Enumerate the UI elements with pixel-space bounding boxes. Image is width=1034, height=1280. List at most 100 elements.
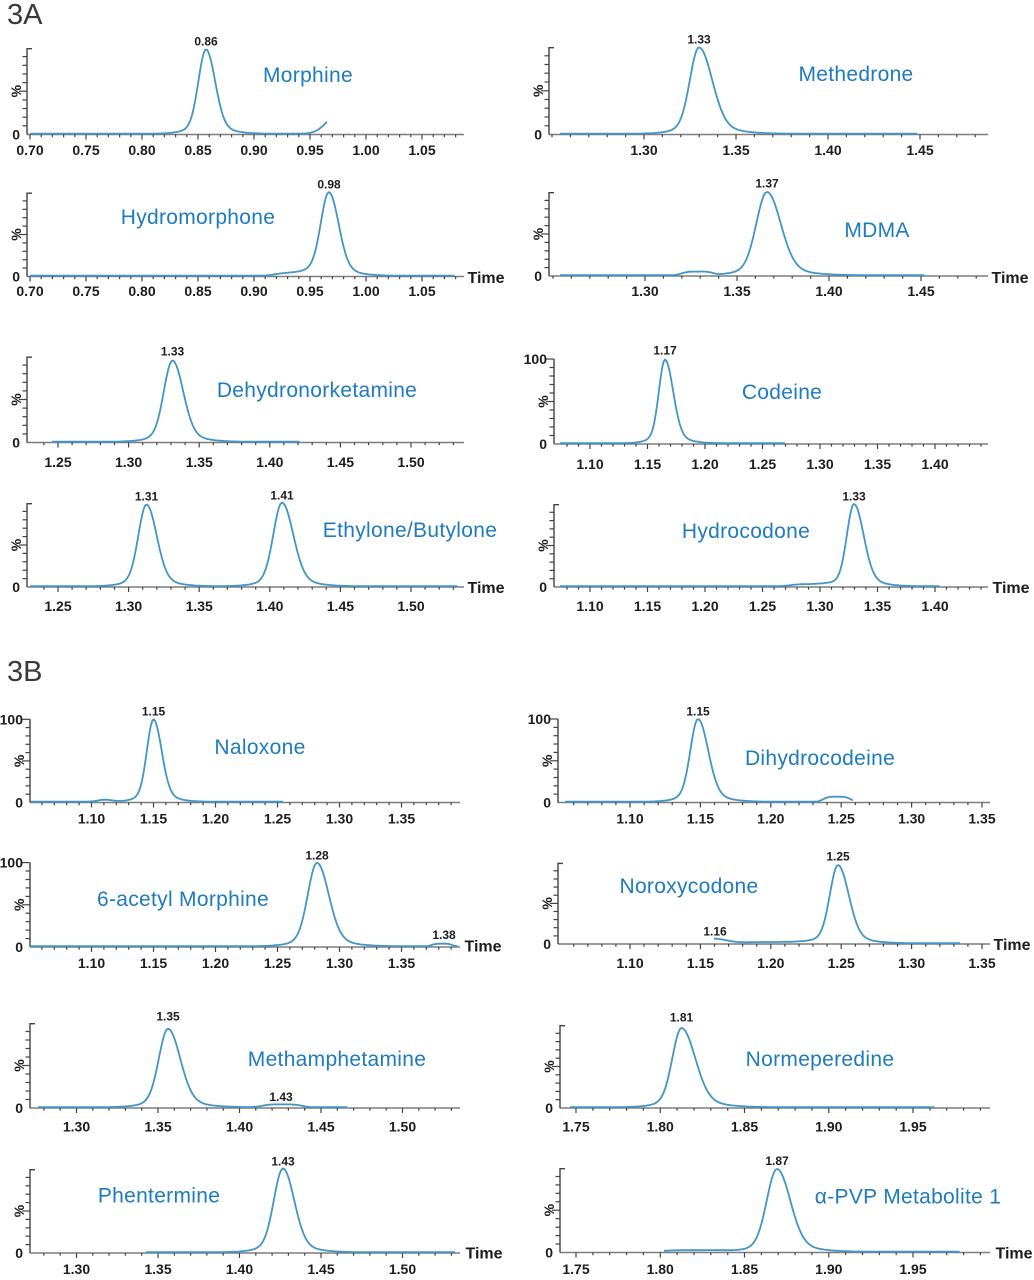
svg-text:1.45: 1.45 — [907, 283, 934, 299]
svg-text:1.43: 1.43 — [269, 1090, 293, 1104]
svg-text:Time: Time — [991, 270, 1028, 287]
svg-text:0: 0 — [12, 435, 20, 451]
svg-text:Noroxycodone: Noroxycodone — [619, 875, 758, 898]
svg-text:1.80: 1.80 — [647, 1119, 674, 1135]
svg-text:Ethylone/Butylone: Ethylone/Butylone — [323, 519, 497, 542]
svg-text:%: % — [11, 1204, 27, 1217]
svg-text:1.25: 1.25 — [828, 811, 855, 827]
svg-text:1.20: 1.20 — [202, 811, 229, 827]
svg-text:Dihydrocodeine: Dihydrocodeine — [745, 747, 895, 770]
svg-text:Time: Time — [995, 1246, 1032, 1263]
svg-text:0: 0 — [545, 1100, 553, 1116]
svg-text:Time: Time — [992, 580, 1029, 597]
svg-text:1.30: 1.30 — [898, 811, 925, 827]
svg-text:1.25: 1.25 — [264, 811, 291, 827]
svg-text:0: 0 — [539, 579, 547, 595]
svg-text:0.85: 0.85 — [184, 142, 211, 158]
svg-text:0.75: 0.75 — [72, 283, 99, 299]
svg-text:1.35: 1.35 — [186, 454, 213, 470]
svg-text:0: 0 — [12, 269, 20, 285]
svg-text:1.30: 1.30 — [63, 1119, 90, 1135]
svg-text:1.00: 1.00 — [352, 142, 379, 158]
svg-text:%: % — [539, 897, 555, 910]
svg-text:Time: Time — [467, 580, 504, 597]
svg-text:Normeperedine: Normeperedine — [746, 1048, 895, 1071]
svg-text:0: 0 — [534, 268, 542, 284]
svg-text:1.40: 1.40 — [815, 283, 842, 299]
svg-text:1.10: 1.10 — [78, 955, 105, 971]
svg-text:Time: Time — [993, 937, 1030, 954]
svg-text:MDMA: MDMA — [844, 219, 909, 242]
svg-text:0: 0 — [15, 795, 23, 811]
svg-text:0.85: 0.85 — [184, 283, 211, 299]
svg-text:1.25: 1.25 — [44, 454, 71, 470]
svg-text:0: 0 — [543, 795, 551, 811]
svg-text:1.30: 1.30 — [326, 955, 353, 971]
svg-text:0.95: 0.95 — [296, 283, 323, 299]
svg-text:1.87: 1.87 — [765, 1154, 789, 1168]
svg-text:1.16: 1.16 — [703, 924, 727, 938]
svg-text:0.80: 0.80 — [128, 283, 155, 299]
svg-text:0: 0 — [15, 1100, 23, 1116]
svg-text:1.35: 1.35 — [864, 598, 891, 614]
svg-text:1.85: 1.85 — [731, 1119, 758, 1135]
svg-text:3B: 3B — [7, 656, 42, 688]
svg-text:0: 0 — [12, 579, 20, 595]
svg-text:100: 100 — [524, 351, 548, 367]
svg-text:1.95: 1.95 — [899, 1261, 926, 1277]
svg-text:0.98: 0.98 — [317, 177, 341, 191]
svg-text:0: 0 — [12, 127, 20, 143]
svg-text:1.35: 1.35 — [968, 811, 995, 827]
svg-text:1.10: 1.10 — [78, 811, 105, 827]
svg-text:1.50: 1.50 — [389, 1119, 416, 1135]
svg-text:1.30: 1.30 — [631, 283, 658, 299]
svg-text:α-PVP Metabolite 1: α-PVP Metabolite 1 — [815, 1186, 1001, 1209]
svg-text:Methamphetamine: Methamphetamine — [248, 1048, 426, 1071]
svg-text:Hydrocodone: Hydrocodone — [682, 520, 810, 543]
svg-text:0: 0 — [15, 1245, 23, 1261]
svg-text:1.40: 1.40 — [814, 142, 841, 158]
svg-text:Codeine: Codeine — [742, 381, 822, 404]
svg-text:100: 100 — [528, 711, 552, 727]
svg-text:1.25: 1.25 — [44, 598, 71, 614]
svg-text:1.35: 1.35 — [144, 1119, 171, 1135]
svg-text:0: 0 — [15, 939, 23, 955]
svg-text:1.30: 1.30 — [806, 456, 833, 472]
svg-text:1.20: 1.20 — [757, 811, 784, 827]
svg-text:1.33: 1.33 — [842, 489, 866, 503]
svg-text:1.45: 1.45 — [307, 1261, 334, 1277]
svg-text:1.35: 1.35 — [156, 1009, 180, 1023]
svg-text:1.50: 1.50 — [397, 598, 424, 614]
svg-text:1.05: 1.05 — [408, 283, 435, 299]
svg-text:%: % — [8, 393, 24, 406]
svg-text:1.05: 1.05 — [408, 142, 435, 158]
svg-text:Hydromorphone: Hydromorphone — [121, 206, 275, 229]
svg-text:1.30: 1.30 — [63, 1261, 90, 1277]
svg-text:1.00: 1.00 — [352, 283, 379, 299]
svg-text:0.70: 0.70 — [16, 142, 43, 158]
svg-text:1.15: 1.15 — [140, 955, 167, 971]
svg-text:Naloxone: Naloxone — [214, 736, 305, 759]
svg-text:1.15: 1.15 — [140, 811, 167, 827]
svg-text:1.95: 1.95 — [899, 1119, 926, 1135]
svg-text:1.15: 1.15 — [634, 598, 661, 614]
svg-text:1.50: 1.50 — [389, 1261, 416, 1277]
svg-text:0: 0 — [545, 1245, 553, 1261]
svg-text:1.38: 1.38 — [432, 928, 456, 942]
svg-text:1.85: 1.85 — [731, 1261, 758, 1277]
svg-text:1.30: 1.30 — [806, 598, 833, 614]
svg-text:1.30: 1.30 — [326, 811, 353, 827]
svg-text:1.30: 1.30 — [115, 454, 142, 470]
svg-text:1.28: 1.28 — [305, 848, 329, 862]
svg-text:%: % — [11, 1059, 27, 1072]
svg-text:1.35: 1.35 — [968, 955, 995, 971]
svg-text:1.75: 1.75 — [562, 1261, 589, 1277]
svg-text:3A: 3A — [7, 0, 43, 31]
svg-text:1.40: 1.40 — [921, 598, 948, 614]
svg-text:0.75: 0.75 — [72, 142, 99, 158]
svg-text:0: 0 — [539, 436, 547, 452]
svg-text:%: % — [11, 754, 27, 767]
svg-text:1.10: 1.10 — [576, 598, 603, 614]
svg-text:1.10: 1.10 — [616, 955, 643, 971]
svg-text:Time: Time — [464, 939, 501, 956]
